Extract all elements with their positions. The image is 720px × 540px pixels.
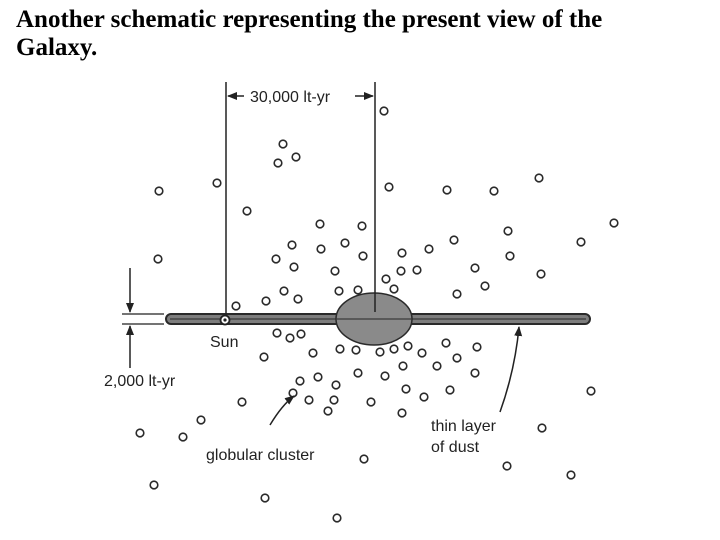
globular-cluster-icon bbox=[212, 178, 222, 188]
globular-cluster-icon bbox=[351, 345, 361, 355]
globular-cluster-icon bbox=[375, 347, 385, 357]
globular-cluster-icon bbox=[334, 286, 344, 296]
globular-cluster-icon bbox=[586, 386, 596, 396]
globular-cluster-icon bbox=[381, 274, 391, 284]
globular-cluster-icon bbox=[503, 226, 513, 236]
globular-cluster-icon bbox=[384, 182, 394, 192]
sun-label: Sun bbox=[210, 334, 238, 351]
globular-cluster-icon bbox=[296, 329, 306, 339]
globular-cluster-arrow bbox=[269, 395, 295, 426]
globular-cluster-icon bbox=[231, 301, 241, 311]
globular-cluster-icon bbox=[379, 106, 389, 116]
globular-cluster-icon bbox=[358, 251, 368, 261]
globular-cluster-icon bbox=[412, 265, 422, 275]
globular-cluster-icon bbox=[271, 254, 281, 264]
globular-cluster-icon bbox=[259, 352, 269, 362]
globular-cluster-icon bbox=[323, 406, 333, 416]
globular-cluster-icon bbox=[329, 395, 339, 405]
globular-cluster-icon bbox=[335, 344, 345, 354]
globular-cluster-icon bbox=[288, 388, 298, 398]
globular-cluster-icon bbox=[293, 294, 303, 304]
globular-cluster-icon bbox=[396, 266, 406, 276]
globular-cluster-icon bbox=[389, 284, 399, 294]
globular-cluster-icon bbox=[178, 432, 188, 442]
globular-cluster-icon bbox=[398, 361, 408, 371]
globular-cluster-icon bbox=[295, 376, 305, 386]
globular-cluster-icon bbox=[330, 266, 340, 276]
globular-cluster-icon bbox=[340, 238, 350, 248]
globular-cluster-icon bbox=[470, 368, 480, 378]
globular-cluster-icon bbox=[242, 206, 252, 216]
globular-cluster-icon bbox=[316, 244, 326, 254]
globular-cluster-icon bbox=[480, 281, 490, 291]
globular-cluster-icon bbox=[441, 338, 451, 348]
globular-cluster-icon bbox=[154, 186, 164, 196]
globular-cluster-icon bbox=[397, 408, 407, 418]
globular-cluster-icon bbox=[419, 392, 429, 402]
title-line-2: Galaxy. bbox=[16, 34, 98, 61]
globular-cluster-label: globular cluster bbox=[206, 447, 315, 464]
globular-cluster-icon bbox=[366, 397, 376, 407]
globular-cluster-icon bbox=[332, 513, 342, 523]
globular-cluster-icon bbox=[380, 371, 390, 381]
globular-cluster-icon bbox=[424, 244, 434, 254]
dust-layer-arrow bbox=[499, 326, 523, 413]
globular-cluster-icon bbox=[442, 185, 452, 195]
globular-cluster-icon bbox=[153, 254, 163, 264]
globular-cluster-icon bbox=[359, 454, 369, 464]
globular-cluster-icon bbox=[576, 237, 586, 247]
globular-cluster-icon bbox=[452, 289, 462, 299]
globular-cluster-icon bbox=[272, 328, 282, 338]
globular-cluster-icon bbox=[403, 341, 413, 351]
globular-cluster-icon bbox=[472, 342, 482, 352]
globular-cluster-icon bbox=[470, 263, 480, 273]
globular-cluster-icon bbox=[432, 361, 442, 371]
disk-width-label: 30,000 lt-yr bbox=[250, 89, 331, 106]
globular-cluster-icon bbox=[566, 470, 576, 480]
globular-cluster-icon bbox=[502, 461, 512, 471]
title-line-1: Another schematic representing the prese… bbox=[16, 6, 603, 33]
dust-label-line-2: of dust bbox=[431, 439, 480, 456]
globular-cluster-icon bbox=[505, 251, 515, 261]
globular-cluster-icon bbox=[449, 235, 459, 245]
globular-cluster-icon bbox=[452, 353, 462, 363]
globular-cluster-icon bbox=[489, 186, 499, 196]
globular-clusters-group bbox=[135, 106, 619, 523]
slide-title: Another schematic representing the prese… bbox=[16, 6, 706, 62]
globular-cluster-icon bbox=[315, 219, 325, 229]
globular-cluster-icon bbox=[534, 173, 544, 183]
globular-cluster-icon bbox=[260, 493, 270, 503]
globular-cluster-icon bbox=[196, 415, 206, 425]
globular-cluster-icon bbox=[279, 286, 289, 296]
globular-cluster-icon bbox=[308, 348, 318, 358]
globular-cluster-icon bbox=[331, 380, 341, 390]
globular-cluster-icon bbox=[273, 158, 283, 168]
globular-cluster-icon bbox=[313, 372, 323, 382]
globular-cluster-icon bbox=[291, 152, 301, 162]
globular-cluster-icon bbox=[278, 139, 288, 149]
globular-cluster-icon bbox=[237, 397, 247, 407]
sun-marker-core bbox=[223, 318, 227, 322]
globular-cluster-icon bbox=[353, 368, 363, 378]
globular-cluster-icon bbox=[353, 285, 363, 295]
globular-cluster-icon bbox=[285, 333, 295, 343]
globular-cluster-icon bbox=[357, 221, 367, 231]
globular-cluster-icon bbox=[536, 269, 546, 279]
globular-cluster-icon bbox=[445, 385, 455, 395]
globular-cluster-icon bbox=[609, 218, 619, 228]
globular-cluster-icon bbox=[149, 480, 159, 490]
globular-cluster-icon bbox=[135, 428, 145, 438]
globular-cluster-icon bbox=[389, 344, 399, 354]
globular-cluster-icon bbox=[287, 240, 297, 250]
globular-cluster-icon bbox=[261, 296, 271, 306]
dust-label-line-1: thin layer bbox=[431, 418, 497, 435]
disk-thickness-label: 2,000 lt-yr bbox=[104, 373, 176, 390]
globular-cluster-icon bbox=[417, 348, 427, 358]
globular-cluster-icon bbox=[397, 248, 407, 258]
globular-cluster-icon bbox=[537, 423, 547, 433]
globular-cluster-icon bbox=[289, 262, 299, 272]
globular-cluster-icon bbox=[304, 395, 314, 405]
globular-cluster-icon bbox=[401, 384, 411, 394]
